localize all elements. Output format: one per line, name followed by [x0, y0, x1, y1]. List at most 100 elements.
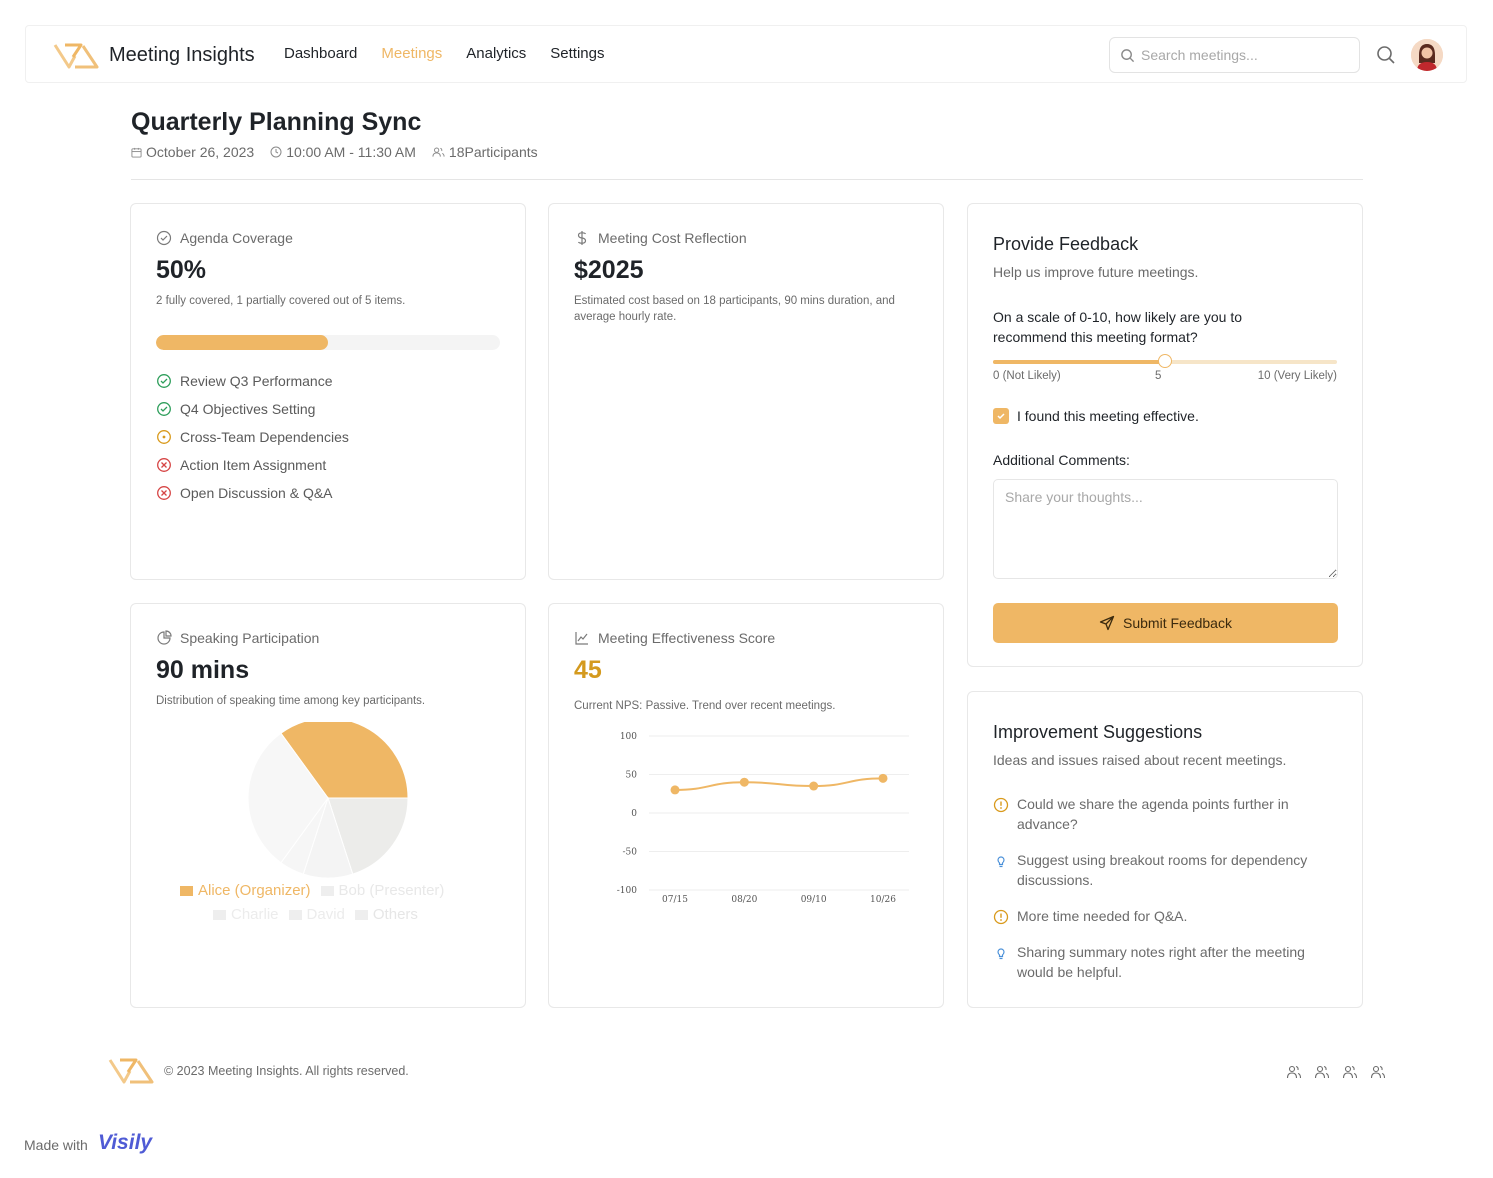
nps-slider-thumb[interactable]: [1158, 354, 1172, 368]
legend-swatch: [354, 909, 368, 920]
social-link-1-icon[interactable]: [1286, 1064, 1302, 1080]
cost-heading: Meeting Cost Reflection: [598, 230, 747, 246]
pie-chart-icon: [157, 630, 172, 645]
pie-legend-row-1: Alice (Organizer) Bob (Presenter): [180, 882, 444, 899]
suggestion-text: Could we share the agenda points further…: [1017, 796, 1289, 832]
agenda-progress-fill: [156, 335, 328, 350]
speaking-value: 90 mins: [156, 656, 250, 684]
x-circle-icon: [157, 486, 171, 500]
series-line: [674, 777, 884, 791]
effectiveness-heading: Meeting Effectiveness Score: [598, 630, 776, 646]
x-tick-label: 08/20: [731, 895, 757, 905]
effective-checkbox-row: I found this meeting effective.: [993, 408, 1199, 424]
data-point[interactable]: [670, 785, 680, 795]
y-tick-label: 0: [631, 809, 637, 819]
lightbulb-icon: [997, 856, 1005, 868]
line-chart-icon: [575, 632, 588, 645]
submit-feedback-label: Submit Feedback: [1123, 615, 1232, 631]
agenda-item: Q4 Objectives Setting: [156, 395, 349, 423]
data-point[interactable]: [809, 781, 819, 791]
title-divider: [131, 179, 1363, 180]
pie-legend-item[interactable]: David: [288, 906, 345, 923]
slider-max-label: 10 (Very Likely): [1257, 370, 1337, 382]
footer-logo-icon[interactable]: [108, 1057, 154, 1085]
suggestion-item: More time needed for Q&A.: [993, 906, 1328, 926]
comments-label: Additional Comments:: [993, 452, 1130, 468]
nav-dashboard[interactable]: Dashboard: [284, 45, 358, 62]
suggestion-item: Suggest using breakout rooms for depende…: [993, 850, 1328, 890]
suggestion-item: Sharing summary notes right after the me…: [993, 942, 1328, 982]
nps-slider[interactable]: [993, 354, 1337, 368]
alert-icon: [993, 909, 1009, 925]
comments-textarea[interactable]: [993, 479, 1338, 579]
social-link-4-icon[interactable]: [1370, 1064, 1386, 1080]
social-link-3-icon[interactable]: [1342, 1064, 1358, 1080]
x-tick-label: 09/10: [801, 895, 827, 905]
meeting-date: October 26, 2023: [146, 144, 255, 160]
pie-legend-item[interactable]: Charlie: [213, 906, 279, 923]
agenda-item: Review Q3 Performance: [156, 367, 349, 395]
agenda-heading: Agenda Coverage: [180, 230, 293, 246]
meeting-time: 10:00 AM - 11:30 AM: [286, 144, 416, 160]
pie-slice[interactable]: [327, 797, 409, 875]
effective-checkbox-label[interactable]: I found this meeting effective.: [1017, 408, 1199, 424]
data-point[interactable]: [739, 777, 749, 787]
search-button-icon[interactable]: [1376, 45, 1396, 65]
agenda-coverage-card: Agenda Coverage 50% 2 fully covered, 1 p…: [130, 203, 526, 580]
agenda-item-label: Q4 Objectives Setting: [180, 401, 316, 417]
clock-icon: [270, 146, 282, 158]
users-icon: [432, 147, 445, 157]
submit-feedback-button[interactable]: Submit Feedback: [993, 603, 1338, 643]
nav-analytics[interactable]: Analytics: [466, 45, 527, 62]
logo-icon[interactable]: [53, 42, 99, 70]
brand-name[interactable]: Meeting Insights: [109, 44, 255, 66]
social-link-2-icon[interactable]: [1314, 1064, 1330, 1080]
pie-legend-item[interactable]: Alice (Organizer): [180, 882, 311, 899]
search-input[interactable]: [1141, 47, 1341, 63]
y-tick-label: 100: [620, 732, 637, 742]
agenda-list: Review Q3 Performance Q4 Objectives Setti…: [156, 367, 349, 507]
search-box: [1109, 37, 1360, 73]
agenda-item-label: Cross-Team Dependencies: [180, 429, 349, 445]
nav-meetings[interactable]: Meetings: [381, 45, 443, 62]
meeting-meta: October 26, 2023 10:00 AM - 11:30 AM 18P…: [131, 144, 538, 160]
agenda-summary: 2 fully covered, 1 partially covered out…: [156, 295, 406, 307]
lightbulb-icon: [997, 948, 1005, 960]
effectiveness-value: 45: [574, 656, 602, 684]
slider-mid-label: 5: [1155, 370, 1162, 382]
speaking-participation-card: Speaking Participation 90 mins Distribut…: [130, 603, 526, 1008]
suggestion-item: Could we share the agenda points further…: [993, 794, 1328, 834]
avatar-icon: [1411, 39, 1443, 71]
main-nav: Dashboard Meetings Analytics Settings: [284, 45, 605, 62]
visily-logo[interactable]: Visily: [98, 1131, 153, 1154]
x-circle-icon: [157, 458, 171, 472]
suggestions-list: Could we share the agenda points further…: [993, 794, 1328, 998]
x-tick-label: 07/15: [662, 895, 688, 905]
nps-slider-fill: [993, 360, 1165, 364]
agenda-item: Open Discussion & Q&A: [156, 479, 349, 507]
pie-legend-item[interactable]: Bob (Presenter): [320, 882, 444, 899]
checkmark-icon: [997, 413, 1005, 420]
effective-checkbox[interactable]: [993, 408, 1009, 424]
legend-label: Charlie: [231, 906, 279, 923]
feedback-subtitle: Help us improve future meetings.: [993, 264, 1199, 280]
nav-settings[interactable]: Settings: [550, 45, 605, 62]
cost-description: Estimated cost based on 18 participants,…: [574, 295, 895, 323]
pie-legend-item[interactable]: Others: [354, 906, 418, 923]
speaking-heading: Speaking Participation: [180, 630, 320, 646]
legend-swatch: [320, 885, 334, 896]
legend-label: Others: [372, 906, 418, 923]
user-avatar[interactable]: [1411, 39, 1443, 71]
legend-label: David: [306, 906, 345, 923]
pie-slice[interactable]: [280, 722, 409, 799]
feedback-card: Provide Feedback Help us improve future …: [967, 203, 1363, 667]
y-tick-label: -50: [623, 848, 638, 858]
check-circle-icon: [157, 402, 171, 416]
footer-social-links: [1286, 1064, 1386, 1080]
suggestion-text: Suggest using breakout rooms for depende…: [1017, 852, 1308, 888]
pie-slice[interactable]: [247, 732, 329, 864]
data-point[interactable]: [878, 773, 888, 783]
agenda-value: 50%: [156, 256, 207, 284]
feedback-title: Provide Feedback: [993, 234, 1139, 254]
suggestions-subtitle: Ideas and issues raised about recent mee…: [993, 752, 1287, 768]
